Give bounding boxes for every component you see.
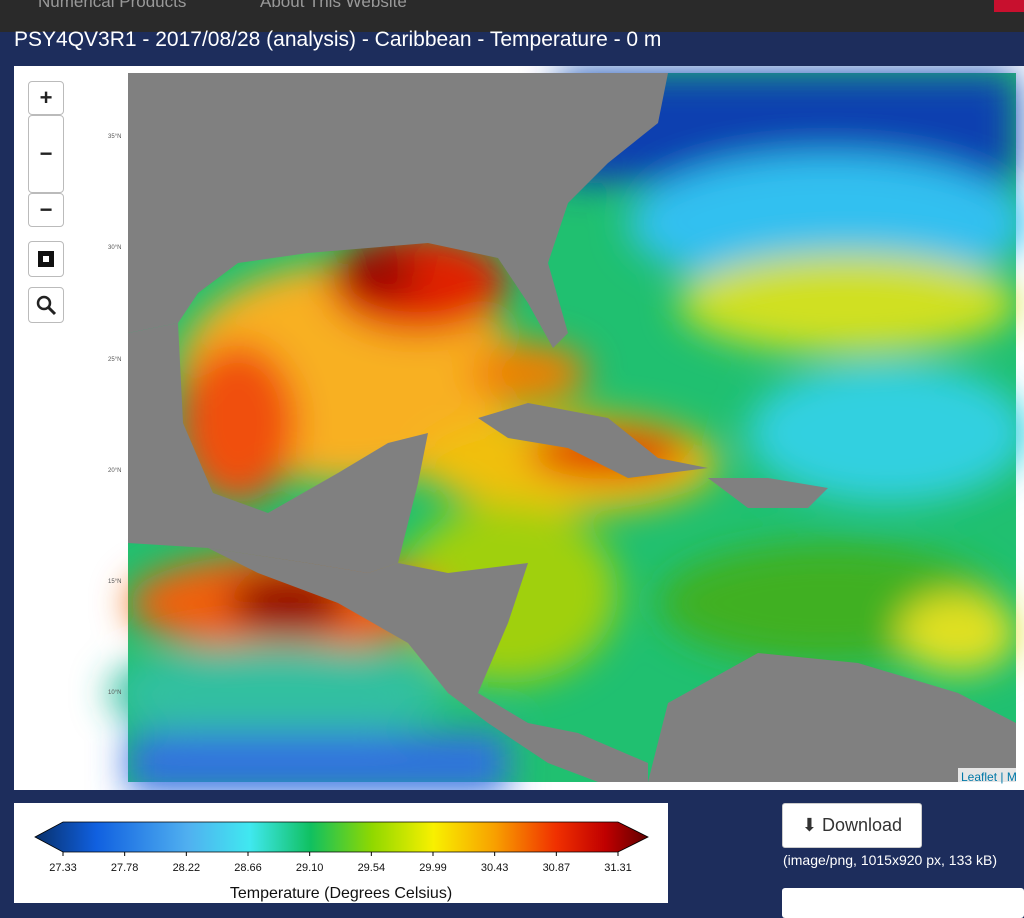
lat-label: 20°N [108, 468, 121, 474]
lat-label: 35°N [108, 134, 121, 140]
nav-item[interactable]: About This Website [260, 0, 407, 11]
colorbar-tick-label: 30.87 [543, 862, 571, 874]
flag[interactable] [994, 0, 1024, 12]
secondary-button[interactable] [782, 888, 1024, 918]
navbar: Numerical Products About This Website [0, 0, 1024, 32]
colorbar-label: Temperature (Degrees Celsius) [230, 885, 452, 902]
zoom-slider[interactable]: − [28, 115, 64, 193]
download-label: ⬇ [801, 815, 823, 835]
zoom-in[interactable]: + [28, 81, 64, 115]
colorbar-tick-label: 29.99 [419, 862, 447, 874]
colorbar-tick-label: 29.54 [358, 862, 386, 874]
lat-label: 25°N [108, 357, 121, 363]
lat-label: 10°N [108, 690, 121, 696]
download-button[interactable]: ⬇ Download [782, 803, 922, 848]
colorbar-tick-label: 31.31 [604, 862, 632, 874]
colorbar-panel: Temperature (Degrees Celsius) 27.33 27.78… [14, 803, 668, 903]
lat-label: 30°N [108, 245, 121, 251]
search[interactable] [28, 287, 64, 323]
page-title: PSY4QV3R1 - 2017/08/28 (analysis) - Cari… [14, 28, 662, 51]
colorbar-tick-label: 27.33 [49, 862, 77, 874]
search-icon [36, 295, 57, 316]
colorbar-tick-label: 27.78 [111, 862, 139, 874]
colorbar-tick-label: 29.10 [296, 862, 324, 874]
lat-labels: 35°N 30°N 25°N 20°N 15°N 10°N [108, 134, 121, 696]
colorbar-tick-label: 28.66 [234, 862, 262, 874]
colorbar: Temperature (Degrees Celsius) 27.33 27.78… [34, 821, 649, 902]
attribution[interactable]: Leaflet | M [961, 770, 1017, 784]
colorbar-tick-label: 30.43 [481, 862, 509, 874]
map-panel: 35°N 30°N 25°N 20°N 15°N 10°N Leaflet | … [14, 66, 1024, 793]
nav-item[interactable]: Numerical Products [38, 0, 187, 11]
fullscreen[interactable] [28, 241, 64, 277]
lat-label: 15°N [108, 579, 121, 585]
temperature-field [108, 73, 1024, 793]
land [128, 73, 1016, 782]
attribution-bg [958, 768, 1024, 784]
download-info: (image/png, 1015x920 px, 133 kB) [783, 852, 998, 868]
fullscreen-icon [38, 251, 54, 267]
colorbar-tick-label: 28.22 [173, 862, 201, 874]
download-text: Download [822, 815, 903, 835]
map: 35°N 30°N 25°N 20°N 15°N 10°N Leaflet | … [108, 73, 1024, 793]
zoom-out[interactable]: − [28, 193, 64, 227]
